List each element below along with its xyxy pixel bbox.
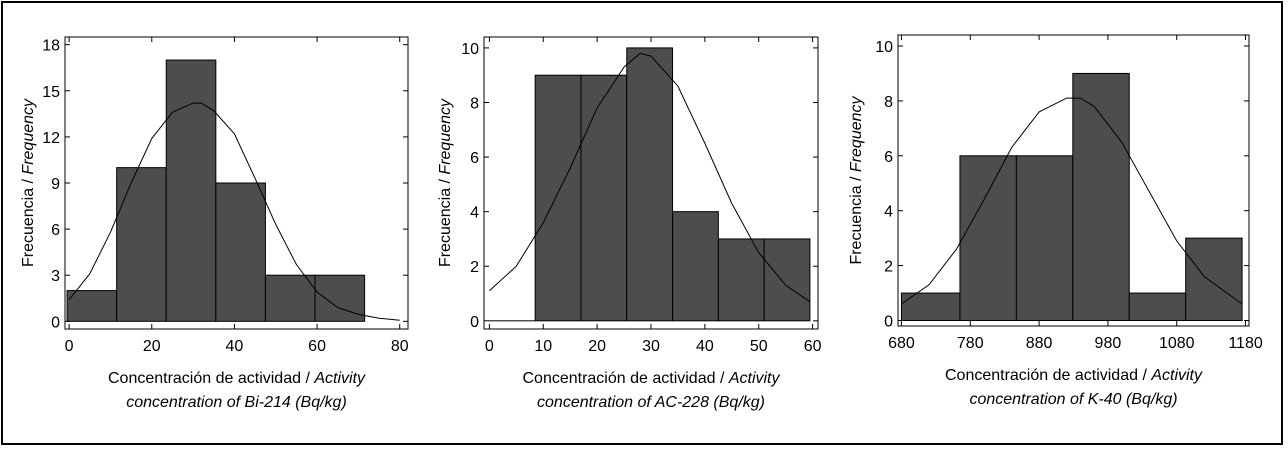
y-tick-label: 0: [884, 314, 893, 331]
x-axis-label-line-2: concentration of K-40 (Bq/kg): [969, 391, 1177, 408]
y-tick-label: 6: [884, 149, 893, 166]
y-tick-label: 0: [470, 314, 479, 331]
x-axis-label-line-1: Concentración de actividad / Activity: [522, 370, 780, 387]
x-axis-label-line-1: Concentración de actividad / Activity: [945, 367, 1203, 384]
y-axis-label-es: Frecuencia /: [437, 175, 454, 267]
y-tick-label: 10: [875, 39, 893, 56]
histogram-bar: [960, 156, 1016, 321]
histogram-bar: [1186, 238, 1242, 320]
y-tick-label: 15: [42, 84, 60, 101]
y-tick-label: 6: [51, 222, 60, 239]
x-tick-label: 0: [65, 338, 74, 355]
x-axis-label-es: Concentración de actividad /: [522, 370, 728, 387]
x-axis-label-line-2: concentration of AC-228 (Bq/kg): [537, 394, 765, 411]
y-tick-label: 4: [884, 204, 893, 221]
x-tick-label: 1180: [1228, 335, 1263, 352]
histogram-bar: [1129, 293, 1185, 320]
y-tick-label: 12: [42, 130, 60, 147]
y-axis-label-en: Frequency: [848, 95, 865, 172]
x-tick-label: 20: [588, 338, 606, 355]
x-tick-label: 40: [696, 338, 714, 355]
histogram-bar: [718, 239, 764, 321]
y-tick-label: 4: [470, 205, 479, 222]
histogram-bar: [265, 275, 315, 321]
x-tick-label: 980: [1095, 335, 1122, 352]
x-tick-label: 60: [308, 338, 326, 355]
x-tick-label: 880: [1026, 335, 1053, 352]
chart-panel-1: 0 3 6 9 12 15 18 0 20 40 60 80 Frecuencia / Frequenc…: [20, 37, 409, 411]
y-axis-label: Frecuencia / Frequency: [848, 95, 865, 264]
x-axis-label-en-1: Activity: [1150, 367, 1203, 384]
y-tick-label: 18: [42, 38, 60, 55]
y-tick-label: 2: [470, 259, 479, 276]
y-tick-label: 6: [470, 150, 479, 167]
y-axis-label-es: Frecuencia /: [20, 175, 37, 267]
y-axis-label-en: Frequency: [437, 98, 454, 175]
histogram-bar: [901, 293, 960, 320]
x-tick-label: 780: [957, 335, 984, 352]
y-axis-label: Frecuencia / Frequency: [20, 98, 37, 267]
x-axis-label-es: Concentración de actividad /: [945, 367, 1151, 384]
x-tick-label: 1080: [1159, 335, 1195, 352]
x-tick-label: 0: [485, 338, 494, 355]
x-tick-label: 30: [642, 338, 660, 355]
y-tick-label: 0: [51, 314, 60, 331]
x-axis-label-line-2: concentration of Bi-214 (Bq/kg): [126, 394, 347, 411]
x-tick-label: 40: [226, 338, 244, 355]
x-tick-label: 10: [534, 338, 552, 355]
y-axis-label-es: Frecuencia /: [848, 172, 865, 264]
y-tick-label: 8: [470, 95, 479, 112]
chart-panel-2: 0 2 4 6 8 10 0 10 20 30 40 50 60 Frecuencia / Frequen…: [437, 37, 822, 411]
histogram-bar: [117, 168, 167, 322]
histogram-bar: [627, 48, 673, 321]
y-tick-label: 8: [884, 94, 893, 111]
histogram-bar: [1016, 156, 1072, 321]
y-axis-label-en: Frequency: [20, 98, 37, 175]
x-tick-label: 680: [888, 335, 915, 352]
y-tick-label: 3: [51, 268, 60, 285]
histogram-bar: [764, 239, 810, 321]
chart-panel-3: 0 2 4 6 8 10 680 780 880 980 1080 1180 Frecuencia / …: [848, 35, 1263, 408]
y-axis-label: Frecuencia / Frequency: [437, 98, 454, 267]
histogram-bar: [1073, 73, 1129, 320]
y-tick-label: 9: [51, 176, 60, 193]
histogram-bar: [535, 75, 581, 321]
y-tick-label: 10: [461, 41, 479, 58]
x-axis-label-en-1: Activity: [313, 370, 366, 387]
histogram-bar: [673, 212, 719, 321]
x-tick-label: 60: [804, 338, 822, 355]
x-axis-label-es: Concentración de actividad /: [108, 370, 314, 387]
histogram-bar: [67, 291, 117, 322]
histogram-bar: [216, 183, 266, 321]
x-axis-label-en-1: Activity: [728, 370, 781, 387]
x-tick-label: 80: [391, 338, 409, 355]
x-tick-label: 50: [750, 338, 768, 355]
x-tick-label: 20: [143, 338, 161, 355]
x-axis-label-line-1: Concentración de actividad / Activity: [108, 370, 366, 387]
histogram-bar: [581, 75, 627, 321]
y-tick-label: 2: [884, 259, 893, 276]
histogram-bar: [166, 60, 216, 321]
